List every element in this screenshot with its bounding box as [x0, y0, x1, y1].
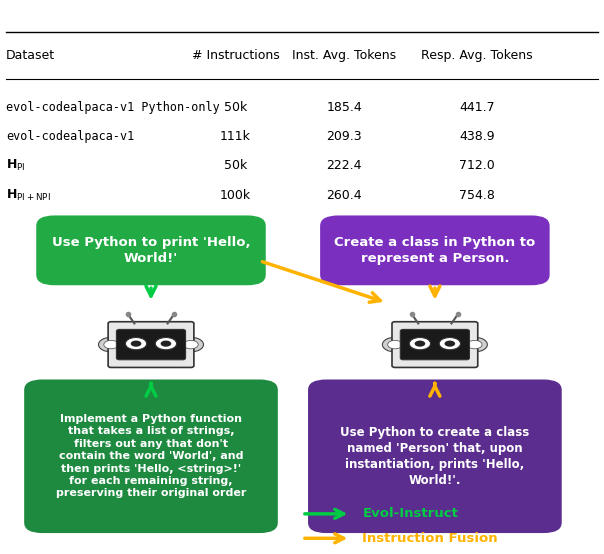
FancyBboxPatch shape [400, 330, 469, 360]
Circle shape [161, 341, 172, 347]
Circle shape [130, 341, 141, 347]
Circle shape [155, 337, 176, 350]
Circle shape [445, 341, 455, 347]
FancyBboxPatch shape [24, 379, 278, 533]
Text: 209.3: 209.3 [327, 130, 362, 143]
FancyBboxPatch shape [320, 216, 550, 285]
Text: # Instructions: # Instructions [191, 49, 280, 62]
Text: Resp. Avg. Tokens: Resp. Avg. Tokens [422, 49, 533, 62]
Text: evol-codealpaca-v1 Python-only: evol-codealpaca-v1 Python-only [6, 101, 220, 114]
FancyBboxPatch shape [108, 322, 194, 367]
Text: Use Python to print 'Hello,
World!': Use Python to print 'Hello, World!' [52, 236, 250, 265]
Circle shape [439, 337, 460, 350]
Text: Instruction Fusion: Instruction Fusion [362, 532, 498, 545]
Text: 100k: 100k [220, 188, 251, 202]
Text: $\mathbf{H}_{\mathrm{PI}}$: $\mathbf{H}_{\mathrm{PI}}$ [6, 158, 25, 173]
Circle shape [388, 340, 402, 349]
Circle shape [382, 337, 408, 352]
Text: Create a class in Python to
represent a Person.: Create a class in Python to represent a … [334, 236, 536, 265]
FancyBboxPatch shape [392, 322, 478, 367]
Circle shape [178, 337, 204, 352]
Text: evol-codealpaca-v1: evol-codealpaca-v1 [6, 130, 134, 143]
Circle shape [98, 337, 124, 352]
Text: 50k: 50k [224, 101, 247, 114]
Circle shape [104, 340, 118, 349]
FancyBboxPatch shape [117, 330, 185, 360]
Text: 438.9: 438.9 [460, 130, 495, 143]
Text: 260.4: 260.4 [327, 188, 362, 202]
Circle shape [126, 337, 147, 350]
Circle shape [462, 337, 487, 352]
Text: 222.4: 222.4 [327, 160, 362, 172]
Text: 185.4: 185.4 [326, 101, 362, 114]
Text: Use Python to create a class
named 'Person' that, upon
instantiation, prints 'He: Use Python to create a class named 'Pers… [340, 426, 530, 487]
Text: $\mathbf{H}_{\mathrm{PI+NPI}}$: $\mathbf{H}_{\mathrm{PI+NPI}}$ [6, 187, 51, 203]
Text: Evol-Instruct: Evol-Instruct [362, 507, 458, 520]
Circle shape [410, 337, 431, 350]
Text: Dataset: Dataset [6, 49, 55, 62]
FancyBboxPatch shape [308, 379, 562, 533]
Text: Implement a Python function
that takes a list of strings,
filters out any that d: Implement a Python function that takes a… [56, 414, 246, 499]
Text: 712.0: 712.0 [459, 160, 495, 172]
Text: 50k: 50k [224, 160, 247, 172]
Circle shape [467, 340, 482, 349]
FancyBboxPatch shape [36, 216, 266, 285]
Circle shape [414, 341, 425, 347]
Text: 441.7: 441.7 [460, 101, 495, 114]
Text: Inst. Avg. Tokens: Inst. Avg. Tokens [292, 49, 396, 62]
Text: 754.8: 754.8 [459, 188, 495, 202]
Circle shape [184, 340, 198, 349]
Text: 111k: 111k [220, 130, 251, 143]
